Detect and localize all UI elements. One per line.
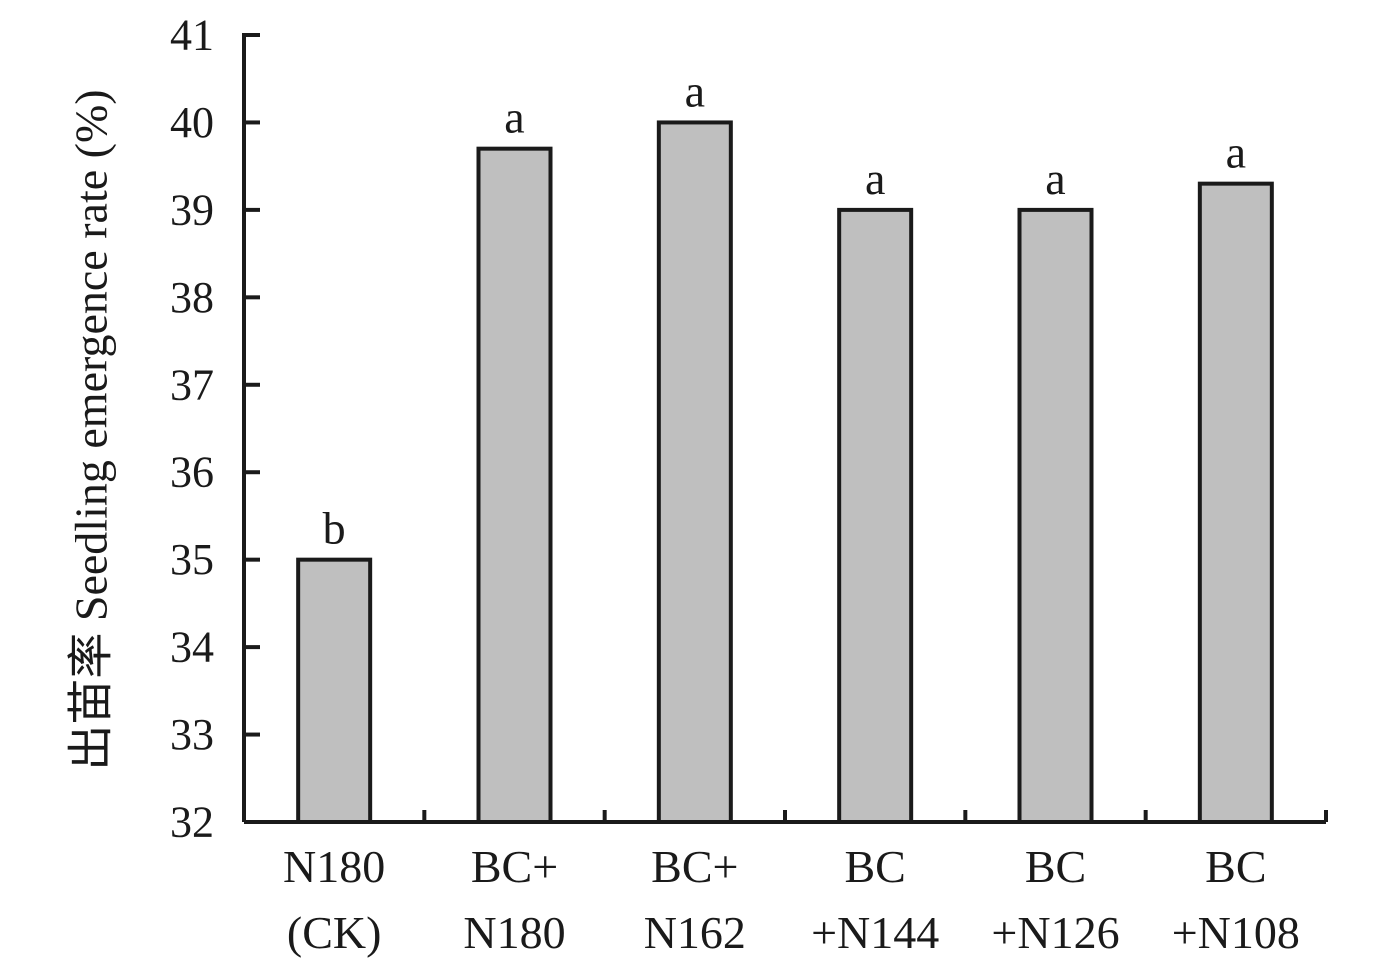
y-tick-label: 38	[170, 273, 214, 322]
y-ticks-group: 32 33 34 35 36 37 38 39 40 41	[170, 11, 260, 847]
significance-letter: a	[504, 92, 524, 143]
category-label: +N144	[811, 907, 939, 958]
bar	[656, 120, 733, 824]
category-label: BC+	[651, 841, 738, 892]
category-label: BC	[844, 841, 905, 892]
y-tick-label: 32	[170, 798, 214, 847]
category-label: +N126	[991, 907, 1119, 958]
y-tick-label: 35	[170, 535, 214, 584]
significance-letter: a	[1045, 153, 1065, 204]
significance-letter: a	[865, 153, 885, 204]
significance-letter: a	[685, 65, 705, 116]
category-label: N162	[644, 907, 746, 958]
significance-letter: b	[323, 503, 346, 554]
category-label: BC+	[471, 841, 558, 892]
category-label: N180	[463, 907, 565, 958]
bar	[296, 557, 373, 825]
category-label: BC	[1205, 841, 1266, 892]
significance-labels-group: b a a a a a	[323, 65, 1246, 553]
y-tick-label: 39	[170, 185, 214, 234]
bars-group	[296, 120, 1274, 825]
bar	[476, 146, 553, 824]
y-tick-label: 41	[170, 11, 214, 60]
category-label: N180	[283, 841, 385, 892]
y-tick-label: 36	[170, 448, 214, 497]
category-label: BC	[1025, 841, 1086, 892]
y-tick-label: 34	[170, 623, 214, 672]
y-axis-label: 出苗率 Seedling emergence rate (%)	[66, 89, 117, 770]
y-tick-label: 40	[170, 98, 214, 147]
category-label: +N108	[1172, 907, 1300, 958]
y-axis-title: 出苗率 Seedling emergence rate (%)	[66, 89, 117, 770]
significance-letter: a	[1226, 127, 1246, 178]
category-label: (CK)	[287, 907, 382, 958]
category-labels-group: N180 (CK) BC+ N180 BC+ N162 BC +N144 BC +N126 BC +N…	[283, 841, 1300, 958]
bar	[837, 207, 914, 824]
y-tick-label: 33	[170, 710, 214, 759]
bar	[1017, 207, 1094, 824]
y-tick-label: 37	[170, 360, 214, 409]
bar	[1197, 181, 1274, 824]
